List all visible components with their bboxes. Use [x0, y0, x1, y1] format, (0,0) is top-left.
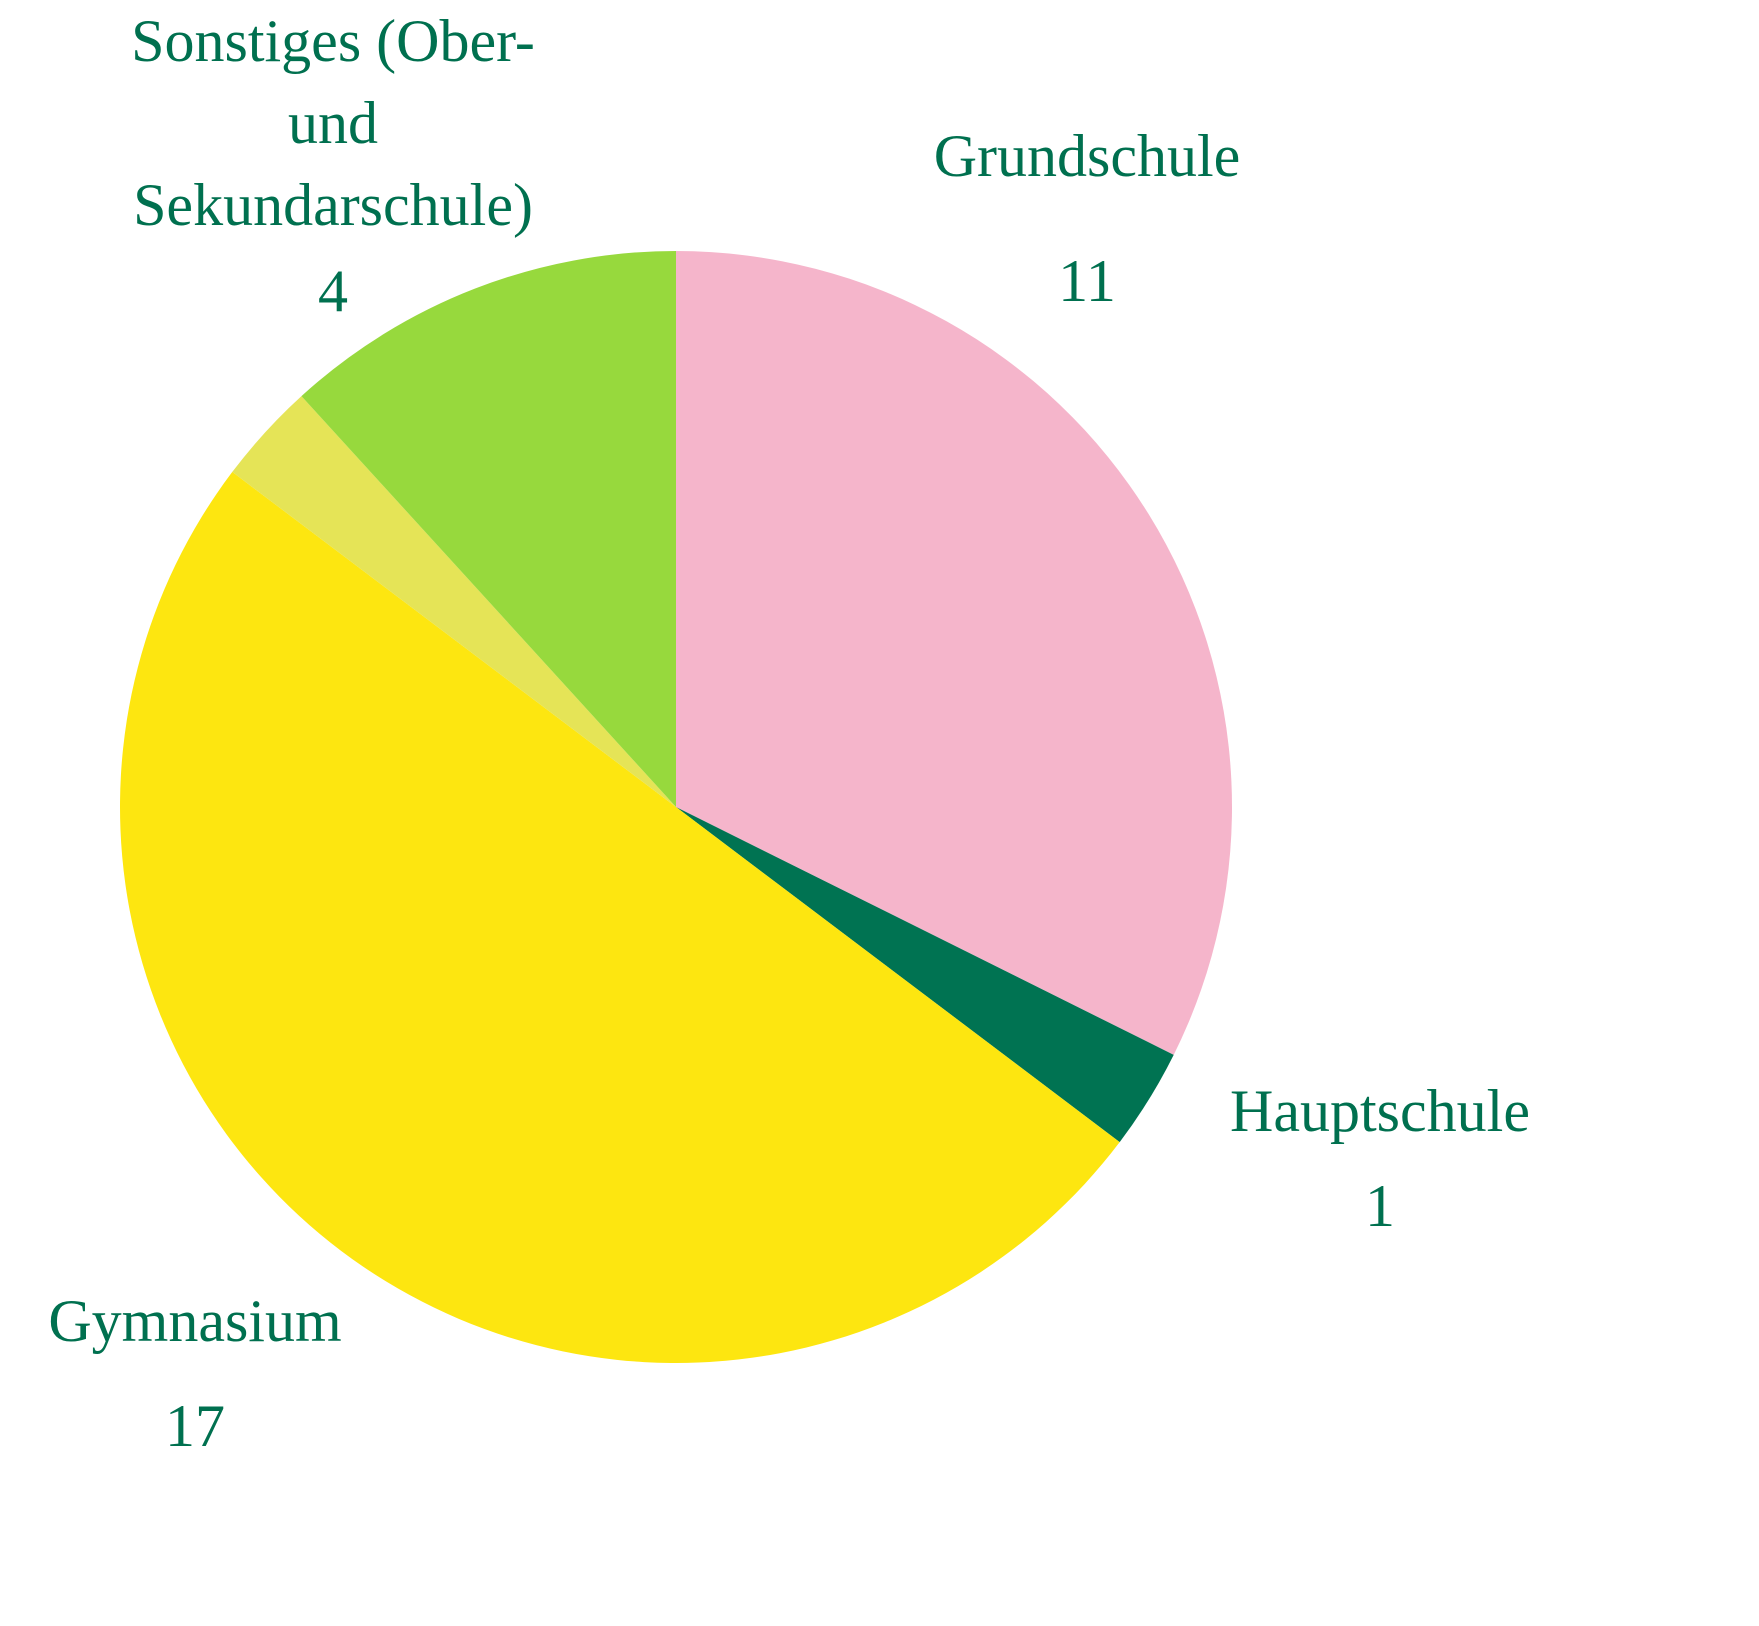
value-label: 4	[318, 258, 348, 324]
pie-slice	[301, 251, 676, 807]
slice-label: Gymnasium	[48, 1288, 342, 1354]
slice-label: Sonstiges (Ober- und Sekundarschule)	[131, 8, 535, 238]
slice-label: Hauptschule	[1230, 1078, 1530, 1144]
value-label: 17	[165, 1393, 225, 1459]
pie-slice	[232, 396, 676, 807]
slice-label: Grundschule	[933, 123, 1241, 189]
value-label: 1	[1365, 1173, 1395, 1239]
value-label: 11	[1058, 248, 1116, 314]
pie-slice	[120, 471, 1120, 1363]
pie-slice	[676, 807, 1174, 1143]
pie-slice	[676, 251, 1232, 1055]
